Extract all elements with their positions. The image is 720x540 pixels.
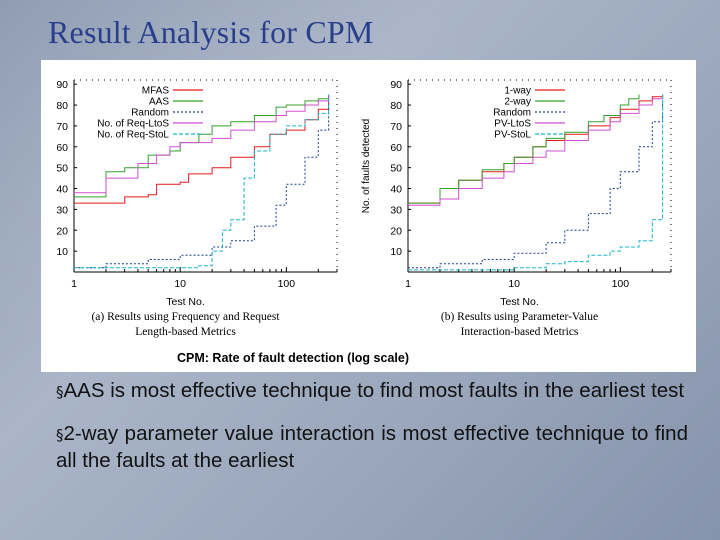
- series-line-pv-stol: [408, 94, 664, 271]
- series-line-random: [74, 94, 330, 269]
- subplot-caption: Interaction-based Metrics: [461, 326, 579, 338]
- figure-panel: CPM: Rate of fault detection (log scale)…: [41, 60, 696, 372]
- series-line-no-of-req-stol: [74, 94, 330, 269]
- bullet-item: §2-way parameter value interaction is mo…: [56, 421, 688, 474]
- legend-label: No. of Req-LtoS: [97, 119, 169, 130]
- y-tick-label: 10: [390, 246, 402, 258]
- x-tick-label: 1: [71, 278, 77, 290]
- series-line-2-way: [408, 94, 640, 204]
- x-tick-label: 10: [508, 278, 520, 290]
- subplot-caption: (b) Results using Parameter-Value: [441, 311, 598, 323]
- chart-panel-a: 10 20 30 40 50 60 70 80 90 1 10 100 Test No. (a) Resu…: [56, 79, 338, 338]
- bullet-mark-icon: §: [56, 383, 64, 401]
- series-line-random: [408, 94, 664, 269]
- legend-label: Random: [493, 108, 531, 119]
- bullet-list: §AAS is most effective technique to find…: [56, 378, 688, 490]
- series-line-no-of-req-ltos: [74, 94, 330, 194]
- subplot-caption: Length-based Metrics: [135, 326, 236, 338]
- legend-label: Random: [131, 108, 169, 119]
- x-tick-label: 100: [612, 278, 630, 290]
- series-line-pv-ltos: [408, 94, 664, 206]
- y-tick-label: 40: [390, 184, 402, 196]
- y-tick-label: 70: [56, 121, 68, 133]
- y-tick-label: 80: [56, 100, 68, 112]
- y-tick-label: 90: [390, 79, 402, 91]
- slide-title: Result Analysis for CPM: [48, 14, 374, 50]
- y-tick-label: 40: [56, 184, 68, 196]
- legend-label: 1-way: [504, 86, 531, 97]
- y-tick-label: 80: [390, 100, 402, 112]
- bullet-mark-icon: §: [56, 426, 64, 444]
- bullet-item: §AAS is most effective technique to find…: [56, 378, 688, 405]
- legend-label: No. of Req-StoL: [97, 130, 169, 141]
- chart-figure: CPM: Rate of fault detection (log scale)…: [56, 79, 672, 365]
- series-line-1-way: [408, 94, 664, 204]
- x-axis-label: Test No.: [166, 296, 205, 308]
- legend-label: PV-LtoS: [494, 119, 531, 130]
- y-tick-label: 60: [56, 142, 68, 154]
- y-tick-label: 50: [56, 163, 68, 175]
- y-tick-label: 50: [390, 163, 402, 175]
- figure-caption: CPM: Rate of fault detection (log scale): [177, 351, 409, 365]
- x-tick-label: 1: [405, 278, 411, 290]
- subplot-caption: (a) Results using Frequency and Request: [91, 311, 280, 323]
- x-tick-label: 10: [174, 278, 186, 290]
- y-tick-label: 30: [390, 204, 402, 216]
- y-tick-label: 70: [390, 121, 402, 133]
- x-tick-label: 100: [278, 278, 296, 290]
- legend-label: PV-StoL: [494, 130, 531, 141]
- y-tick-label: 60: [390, 142, 402, 154]
- y-axis-label: No. of faults detected: [361, 119, 372, 214]
- x-axis-label: Test No.: [500, 296, 539, 308]
- y-tick-label: 10: [56, 246, 68, 258]
- legend-label: AAS: [149, 97, 169, 108]
- y-tick-label: 90: [56, 79, 68, 91]
- y-tick-label: 20: [390, 225, 402, 237]
- bullet-text: AAS is most effective technique to find …: [63, 379, 685, 402]
- series-line-aas: [74, 94, 330, 198]
- chart-panel-b: 10 20 30 40 50 60 70 80 90 1 10 100 Test No. No. of f…: [361, 79, 672, 338]
- legend-label: 2-way: [504, 97, 531, 108]
- y-tick-label: 20: [56, 225, 68, 237]
- legend-label: MFAS: [142, 86, 170, 97]
- bullet-text: 2-way parameter value interaction is mos…: [56, 422, 688, 472]
- y-tick-label: 30: [56, 204, 68, 216]
